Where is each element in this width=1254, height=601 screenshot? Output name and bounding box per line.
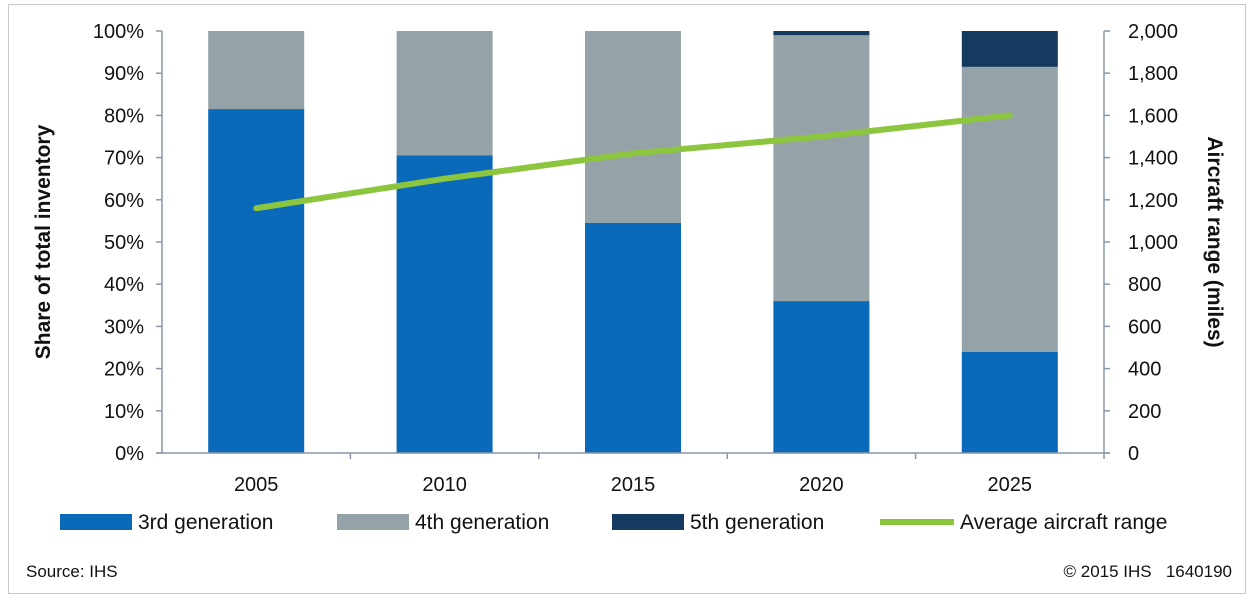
y-tick-label: 80% [104,105,144,127]
bar-3rd-generation-2025 [961,351,1058,453]
source-note: Source: IHS [26,562,118,581]
y-tick-label: 10% [104,401,144,423]
bar-5th-generation-2020 [773,31,870,36]
y2-tick-label: 1,800 [1128,63,1178,85]
y-tick-label: 30% [104,316,144,338]
bar-3rd-generation-2010 [396,155,493,454]
legend: 3rd generation 4th generation 5th generati… [60,511,1167,534]
bar-4th-generation-2015 [585,31,681,224]
y2-tick-label: 0 [1128,443,1139,465]
y2-tick-label: 600 [1128,316,1161,338]
x-tick-label: 2005 [234,474,279,496]
y-tick-label: 20% [104,359,144,381]
axes-layer [156,30,1110,459]
legend-swatch-4th-generation [337,514,409,530]
bar-4th-generation-2025 [961,66,1058,352]
x-tick-label: 2025 [988,474,1033,496]
x-tick-label: 2020 [799,474,844,496]
y-axis-title: Share of total inventory [32,124,55,359]
chart-frame [8,4,1246,594]
line-layer [253,112,1013,212]
ticks-layer: 2005 2010 2015 2020 2025 0% 10% 20% 30% 40% 50% 60%… [93,21,1178,496]
y-tick-label: 40% [104,274,144,296]
y2-tick-label: 2,000 [1128,21,1178,43]
bar-3rd-generation-2020 [773,301,870,453]
y2-tick-label: 1,200 [1128,190,1178,212]
line-average-aircraft-range [253,112,1013,212]
x-tick-label: 2010 [422,474,467,496]
y2-axis-title: Aircraft range (miles) [1203,136,1226,347]
bar-4th-generation-2010 [396,31,493,156]
legend-swatch-3rd-generation [60,514,132,530]
bars-layer [208,31,1058,454]
y-tick-label: 0% [115,443,144,465]
y-tick-label: 50% [104,232,144,254]
y-tick-label: 60% [104,190,144,212]
copyright-note: © 2015 IHS 1640190 [1063,562,1232,581]
y-tick-label: 90% [104,63,144,85]
y2-tick-label: 1,400 [1128,148,1178,170]
bar-4th-generation-2020 [773,35,870,302]
legend-label: 4th generation [415,511,549,534]
y2-tick-label: 200 [1128,401,1161,423]
bar-3rd-generation-2015 [585,223,681,453]
legend-swatch-5th-generation [612,514,684,530]
x-tick-label: 2015 [611,474,656,496]
y-tick-label: 100% [93,21,144,43]
y2-tick-label: 400 [1128,359,1161,381]
y2-tick-label: 800 [1128,274,1161,296]
legend-label: 3rd generation [138,511,273,534]
bar-4th-generation-2005 [208,31,305,110]
legend-label: 5th generation [690,511,824,534]
y2-tick-label: 1,600 [1128,105,1178,127]
legend-label: Average aircraft range [960,511,1167,534]
y2-tick-label: 1,000 [1128,232,1178,254]
y-tick-label: 70% [104,148,144,170]
bar-5th-generation-2025 [961,31,1058,67]
bar-3rd-generation-2005 [208,109,305,453]
